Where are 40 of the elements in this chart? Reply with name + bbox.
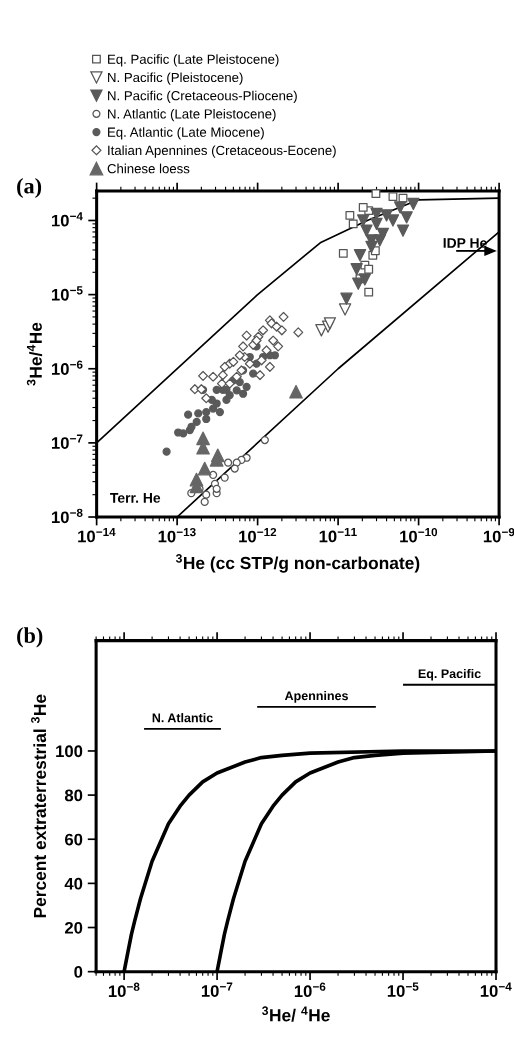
legend-label: Eq. Atlantic (Late Miocene) [108, 127, 264, 140]
x-tick-label: 10$^{−8}$ [108, 982, 140, 998]
x-axis-title: $^{3}$He (cc STP/g non-carbonate) [175, 554, 420, 573]
y-tick-label: 20 [64, 921, 83, 934]
x-tick-label: 10$^{−4}$ [480, 982, 512, 997]
y-tick-label: 10$^{−4}$ [51, 212, 83, 227]
y-tick-label: 100 [56, 745, 83, 758]
legend-label: N. Pacific (Cretaceous-Pliocene) [108, 90, 297, 103]
series-label: N. Atlantic [152, 713, 213, 723]
legend-label: Chinese loess [107, 163, 190, 174]
y-tick-label: 10$^{−6}$ [51, 360, 83, 375]
x-tick-label: 10$^{−10}$ [400, 527, 438, 543]
x-tick-label: 10$^{−13}$ [158, 527, 196, 543]
text: (b) [17, 627, 43, 648]
y-tick-label: 60 [65, 833, 83, 846]
x-tick-label: 10$^{−12}$ [239, 527, 277, 543]
annotation: Terr. He [110, 493, 161, 503]
legend-label: N. Pacific (Pleistocene) [108, 72, 243, 85]
y-tick-label: 10$^{−8}$ [51, 508, 83, 524]
x-tick-label: 10$^{−5}$ [387, 982, 419, 997]
x-tick-label: 10$^{−14}$ [78, 527, 116, 543]
x-tick-label: 10$^{−9}$ [483, 527, 514, 543]
x-tick-label: 10$^{−11}$ [319, 527, 357, 543]
legend-label: N. Atlantic (Late Pleistocene) [108, 108, 276, 122]
y-tick-label: 40 [64, 877, 83, 890]
annotation: IDP He [443, 238, 487, 248]
legend-label: Italian Apennines (Cretaceous-Eocene) [108, 145, 336, 158]
x-axis-title: $^{3}$He/ $^{4}$He [262, 1006, 330, 1022]
x-tick-label: 10$^{−6}$ [294, 982, 326, 998]
y-axis-title: Percent extraterrestrial $^{3}$He [31, 694, 47, 918]
y-tick-label: 10$^{−7}$ [51, 434, 83, 449]
y-axis-title: $^{3}$He/$^{4}$He [26, 322, 43, 386]
y-tick-label: 0 [74, 966, 83, 978]
text: (a) [17, 177, 42, 199]
x-tick-label: 10$^{−7}$ [201, 982, 233, 997]
series-label: Eq. Pacific [418, 668, 481, 681]
legend-label: Eq. Pacific (Late Pleistocene) [108, 54, 279, 67]
y-tick-label: 80 [64, 789, 83, 802]
series-label: Apennines [284, 691, 348, 703]
y-tick-label: 10$^{−5}$ [51, 286, 83, 301]
